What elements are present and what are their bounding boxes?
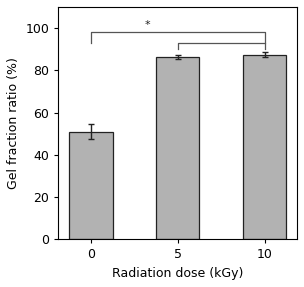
X-axis label: Radiation dose (kGy): Radiation dose (kGy) xyxy=(112,267,244,280)
Y-axis label: Gel fraction ratio (%): Gel fraction ratio (%) xyxy=(7,57,20,189)
Bar xyxy=(243,55,286,239)
Bar xyxy=(69,132,113,239)
Text: *: * xyxy=(144,20,150,30)
Bar xyxy=(156,57,199,239)
